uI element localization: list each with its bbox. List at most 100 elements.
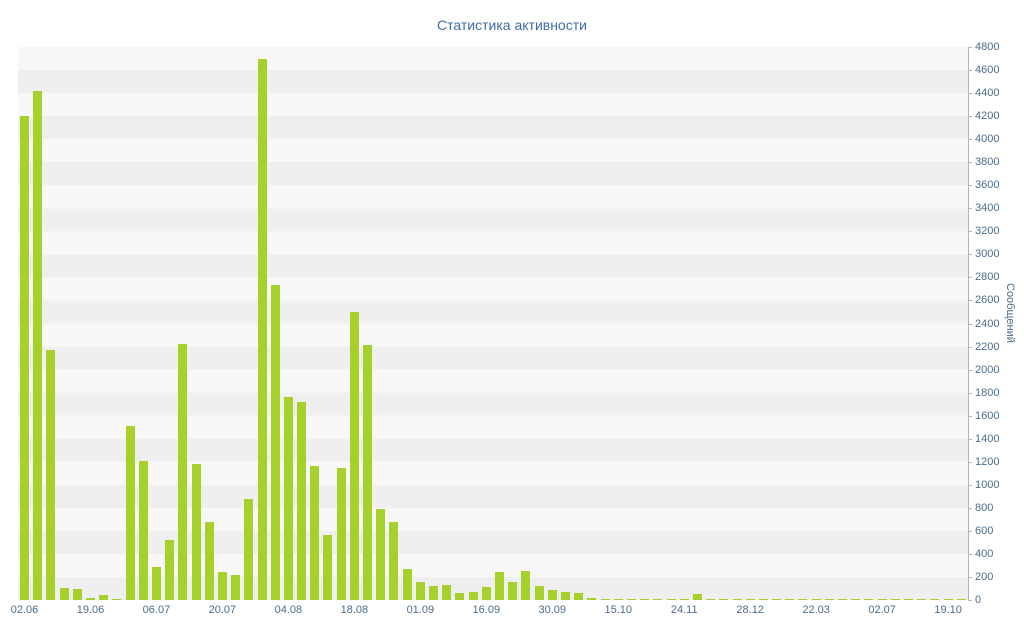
x-axis-tick-label: 19.10 <box>934 604 962 616</box>
bar <box>785 599 795 600</box>
bar <box>508 581 518 600</box>
bar <box>679 599 689 600</box>
y-axis-tick-label: 0 <box>975 594 982 606</box>
bar <box>943 599 953 600</box>
x-axis-tick-label: 02.07 <box>868 604 896 616</box>
bar <box>310 466 320 600</box>
y-axis-tick-label: 1600 <box>975 409 1000 422</box>
bar <box>442 585 452 600</box>
x-axis-tick-label: 02.06 <box>10 604 39 616</box>
y-axis-tick <box>968 185 972 187</box>
bar <box>46 350 56 600</box>
bar <box>231 575 241 600</box>
bar <box>838 599 848 600</box>
bar <box>72 589 82 600</box>
y-axis-tick <box>968 392 972 394</box>
bar <box>640 599 650 600</box>
y-axis-tick-label: 4000 <box>975 133 1000 146</box>
y-axis-tick-label: 600 <box>975 524 994 537</box>
x-axis-tick-label: 30.09 <box>538 604 567 616</box>
bar <box>574 593 584 600</box>
bar <box>732 599 742 600</box>
y-axis-tick <box>968 70 972 72</box>
bar <box>719 599 729 600</box>
x-axis-tick-label: 24.11 <box>670 604 698 616</box>
bar <box>495 572 504 600</box>
bar <box>904 599 914 600</box>
y-axis-tick <box>968 93 972 95</box>
x-axis-tick-label: 06.07 <box>142 604 171 616</box>
y-axis-tick-label: 2400 <box>975 317 1000 330</box>
bar <box>824 599 834 600</box>
bar <box>297 401 307 600</box>
bar <box>653 599 663 600</box>
y-axis-tick-label: 3200 <box>975 225 1000 238</box>
y-axis-tick-label: 2800 <box>975 271 1000 284</box>
bar <box>547 590 557 600</box>
y-axis-tick <box>968 438 972 440</box>
bar <box>429 586 439 600</box>
bar <box>890 599 900 600</box>
bar <box>745 599 755 600</box>
y-axis-title: Сообщений <box>1004 283 1016 343</box>
bar <box>560 591 570 600</box>
x-axis-tick-label: 20.07 <box>208 604 237 616</box>
bar <box>217 572 227 600</box>
bar <box>534 586 544 600</box>
y-axis-tick-label: 4800 <box>975 41 1000 53</box>
bar <box>877 599 887 600</box>
bar <box>758 599 768 600</box>
bar <box>692 594 702 600</box>
y-axis-tick <box>968 576 972 578</box>
bar <box>244 498 254 600</box>
bar <box>956 599 966 600</box>
plot-area <box>18 47 968 600</box>
y-axis-tick-label: 4200 <box>975 110 1000 123</box>
y-axis-tick <box>968 369 972 371</box>
y-axis-tick <box>968 139 972 141</box>
bar <box>283 397 293 600</box>
bar <box>626 599 636 600</box>
bar <box>99 594 109 600</box>
bar <box>666 599 676 600</box>
x-axis-tick-label: 19.06 <box>76 604 105 616</box>
y-axis-tick-label: 1800 <box>975 386 1000 399</box>
y-axis-tick-label: 2000 <box>975 363 1000 376</box>
y-axis-tick <box>968 231 972 233</box>
y-axis-tick-label: 2200 <box>975 340 1000 353</box>
bar <box>811 599 821 600</box>
y-axis-tick <box>968 47 972 48</box>
x-axis-tick-label: 15.10 <box>604 604 633 616</box>
bar <box>59 587 69 600</box>
bar <box>455 593 465 600</box>
bar <box>336 467 346 600</box>
bar <box>600 598 610 600</box>
x-axis-tick-label: 22.03 <box>802 604 830 616</box>
y-axis-tick <box>968 530 972 532</box>
bar <box>864 599 874 600</box>
bar <box>349 311 359 600</box>
y-axis-tick-label: 1000 <box>975 478 1000 491</box>
y-axis-tick-label: 3600 <box>975 179 1000 192</box>
bar <box>481 587 491 600</box>
x-axis-tick-label: 18.08 <box>340 604 369 616</box>
bar <box>402 568 412 600</box>
bar <box>613 599 623 600</box>
bar <box>323 535 333 600</box>
y-axis-tick <box>968 208 972 210</box>
y-axis-tick <box>968 484 972 486</box>
bar <box>415 581 425 600</box>
x-axis-tick-label: 04.08 <box>274 604 303 616</box>
y-axis-tick <box>968 600 972 601</box>
bar <box>917 599 927 600</box>
chart-title: Статистика активности <box>437 17 587 33</box>
y-axis-tick <box>968 254 972 256</box>
y-axis-tick <box>968 346 972 348</box>
bar <box>798 599 808 600</box>
y-axis-tick <box>968 507 972 509</box>
y-axis-tick-label: 3400 <box>975 202 1000 215</box>
bar <box>191 464 201 600</box>
bar <box>151 566 161 600</box>
y-axis-tick <box>968 162 972 164</box>
bar <box>468 591 478 600</box>
